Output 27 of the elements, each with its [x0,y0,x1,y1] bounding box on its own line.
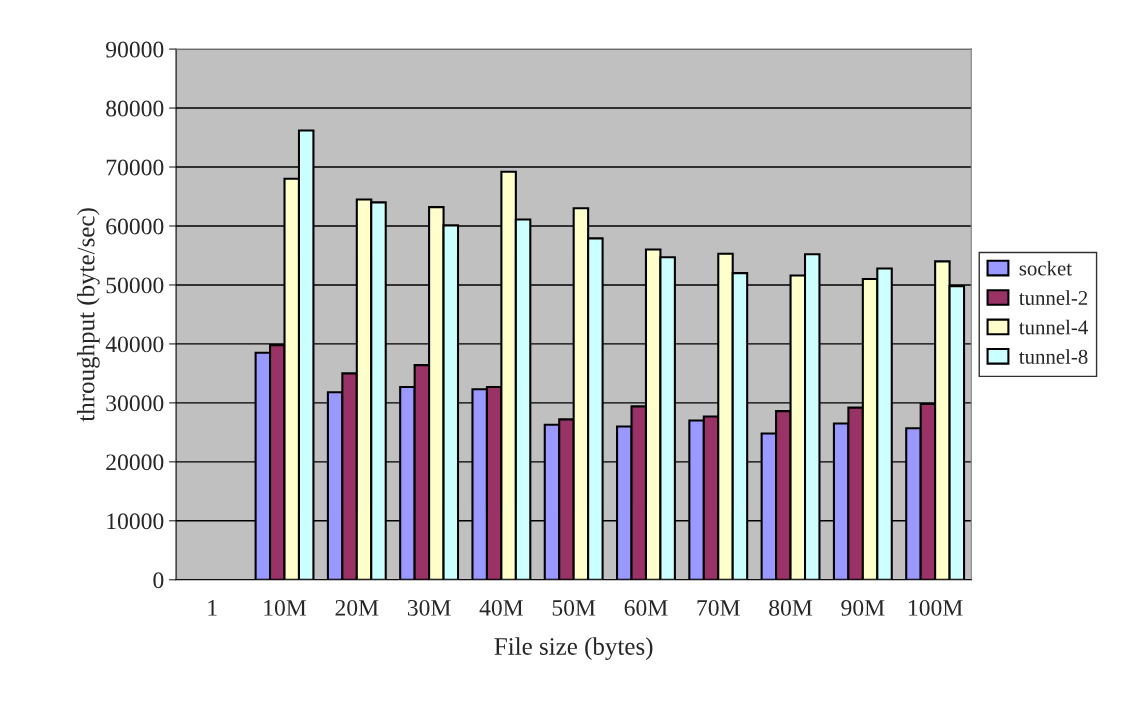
x-tick-label: 1 [208,600,217,616]
y-tick-label: 40000 [105,336,164,353]
y-tick-label: 70000 [106,159,164,176]
x-tick-label: 60M [624,599,668,616]
x-tick-label: 90M [841,599,885,616]
x-tick-label: 40M [479,599,523,616]
x-tick-label: 70M [697,599,740,616]
y-tick-label: 10000 [107,513,164,530]
x-tick-label: 50M [552,599,596,616]
y-tick-label: 50000 [106,277,164,294]
y-tick-label: 0 [153,572,164,589]
legend-label: tunnel-8 [1019,349,1088,364]
x-tick-label: 20M [335,599,379,616]
legend-label: tunnel-2 [1019,290,1088,305]
y-axis-title: throughput (byte/sec) [76,208,100,422]
x-tick-label: 30M [407,599,451,616]
x-tick-label: 80M [769,599,813,616]
y-tick-label: 20000 [106,454,164,471]
y-tick-label: 80000 [106,100,164,117]
x-tick-label: 10M [264,599,307,616]
y-tick-label: 30000 [106,395,164,412]
y-tick-label: 60000 [106,218,164,235]
legend-label: socket [1019,260,1072,276]
x-axis-title: File size (bytes) [494,637,653,661]
legend-label: tunnel-4 [1019,319,1088,335]
x-tick-label: 100M [909,599,963,616]
y-tick-label: 90000 [106,41,164,58]
